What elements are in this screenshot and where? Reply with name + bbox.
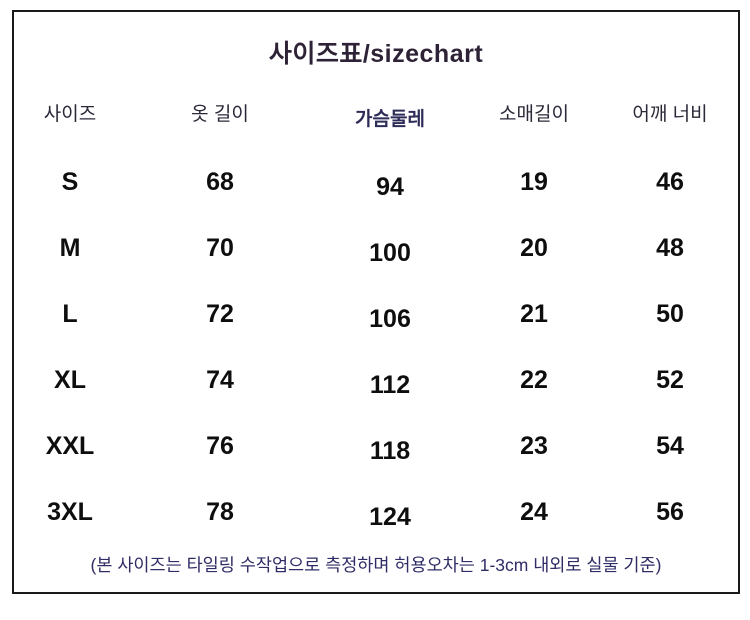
value-cell: 70 xyxy=(206,234,234,262)
value-cell: 23 xyxy=(520,432,548,460)
header-size: 사이즈 xyxy=(43,104,97,125)
header-sleeve: 소매길이 xyxy=(499,104,569,125)
header-chest: 가슴둘레 xyxy=(355,109,425,130)
table-body: S 68 94 19 46 M 70 100 20 48 L 72 106 21… xyxy=(14,149,738,545)
header-length: 옷 길이 xyxy=(191,104,249,125)
table-row: XXL 76 118 23 54 xyxy=(14,413,738,479)
size-label: XXL xyxy=(45,432,95,460)
table-header-row: 사이즈 옷 길이 가슴둘레 소매길이 어깨 너비 xyxy=(14,102,738,130)
table-row: 3XL 78 124 24 56 xyxy=(14,479,738,545)
size-label: M xyxy=(59,234,81,262)
value-cell: 68 xyxy=(206,168,234,196)
value-cell: 22 xyxy=(520,366,548,394)
table-row: M 70 100 20 48 xyxy=(14,215,738,281)
value-cell: 72 xyxy=(206,300,234,328)
value-cell: 52 xyxy=(656,366,684,394)
value-cell: 106 xyxy=(369,305,411,333)
value-cell: 76 xyxy=(206,432,234,460)
size-chart-image: 사이즈표/sizechart 사이즈 옷 길이 가슴둘레 소매길이 어깨 너비 … xyxy=(12,10,740,594)
size-chart-title: 사이즈표/sizechart xyxy=(268,40,484,68)
tolerance-footnote: (본 사이즈는 타일링 수작업으로 측정하며 허용오차는 1-3cm 내외로 실… xyxy=(90,555,662,575)
value-cell: 124 xyxy=(369,503,411,531)
value-cell: 46 xyxy=(656,168,684,196)
value-cell: 118 xyxy=(369,437,411,465)
value-cell: 54 xyxy=(656,432,684,460)
value-cell: 20 xyxy=(520,234,548,262)
header-shoulder: 어깨 너비 xyxy=(632,104,708,125)
value-cell: 78 xyxy=(206,498,234,526)
value-cell: 56 xyxy=(656,498,684,526)
size-label: 3XL xyxy=(47,498,93,526)
value-cell: 48 xyxy=(656,234,684,262)
size-label: XL xyxy=(54,366,86,394)
value-cell: 112 xyxy=(369,371,411,399)
value-cell: 94 xyxy=(376,173,404,201)
value-cell: 21 xyxy=(520,300,548,328)
size-label: S xyxy=(61,168,79,196)
table-row: S 68 94 19 46 xyxy=(14,149,738,215)
value-cell: 74 xyxy=(206,366,234,394)
value-cell: 24 xyxy=(520,498,548,526)
table-row: L 72 106 21 50 xyxy=(14,281,738,347)
size-label: L xyxy=(62,300,78,328)
value-cell: 19 xyxy=(520,168,548,196)
table-row: XL 74 112 22 52 xyxy=(14,347,738,413)
value-cell: 50 xyxy=(656,300,684,328)
value-cell: 100 xyxy=(369,239,411,267)
